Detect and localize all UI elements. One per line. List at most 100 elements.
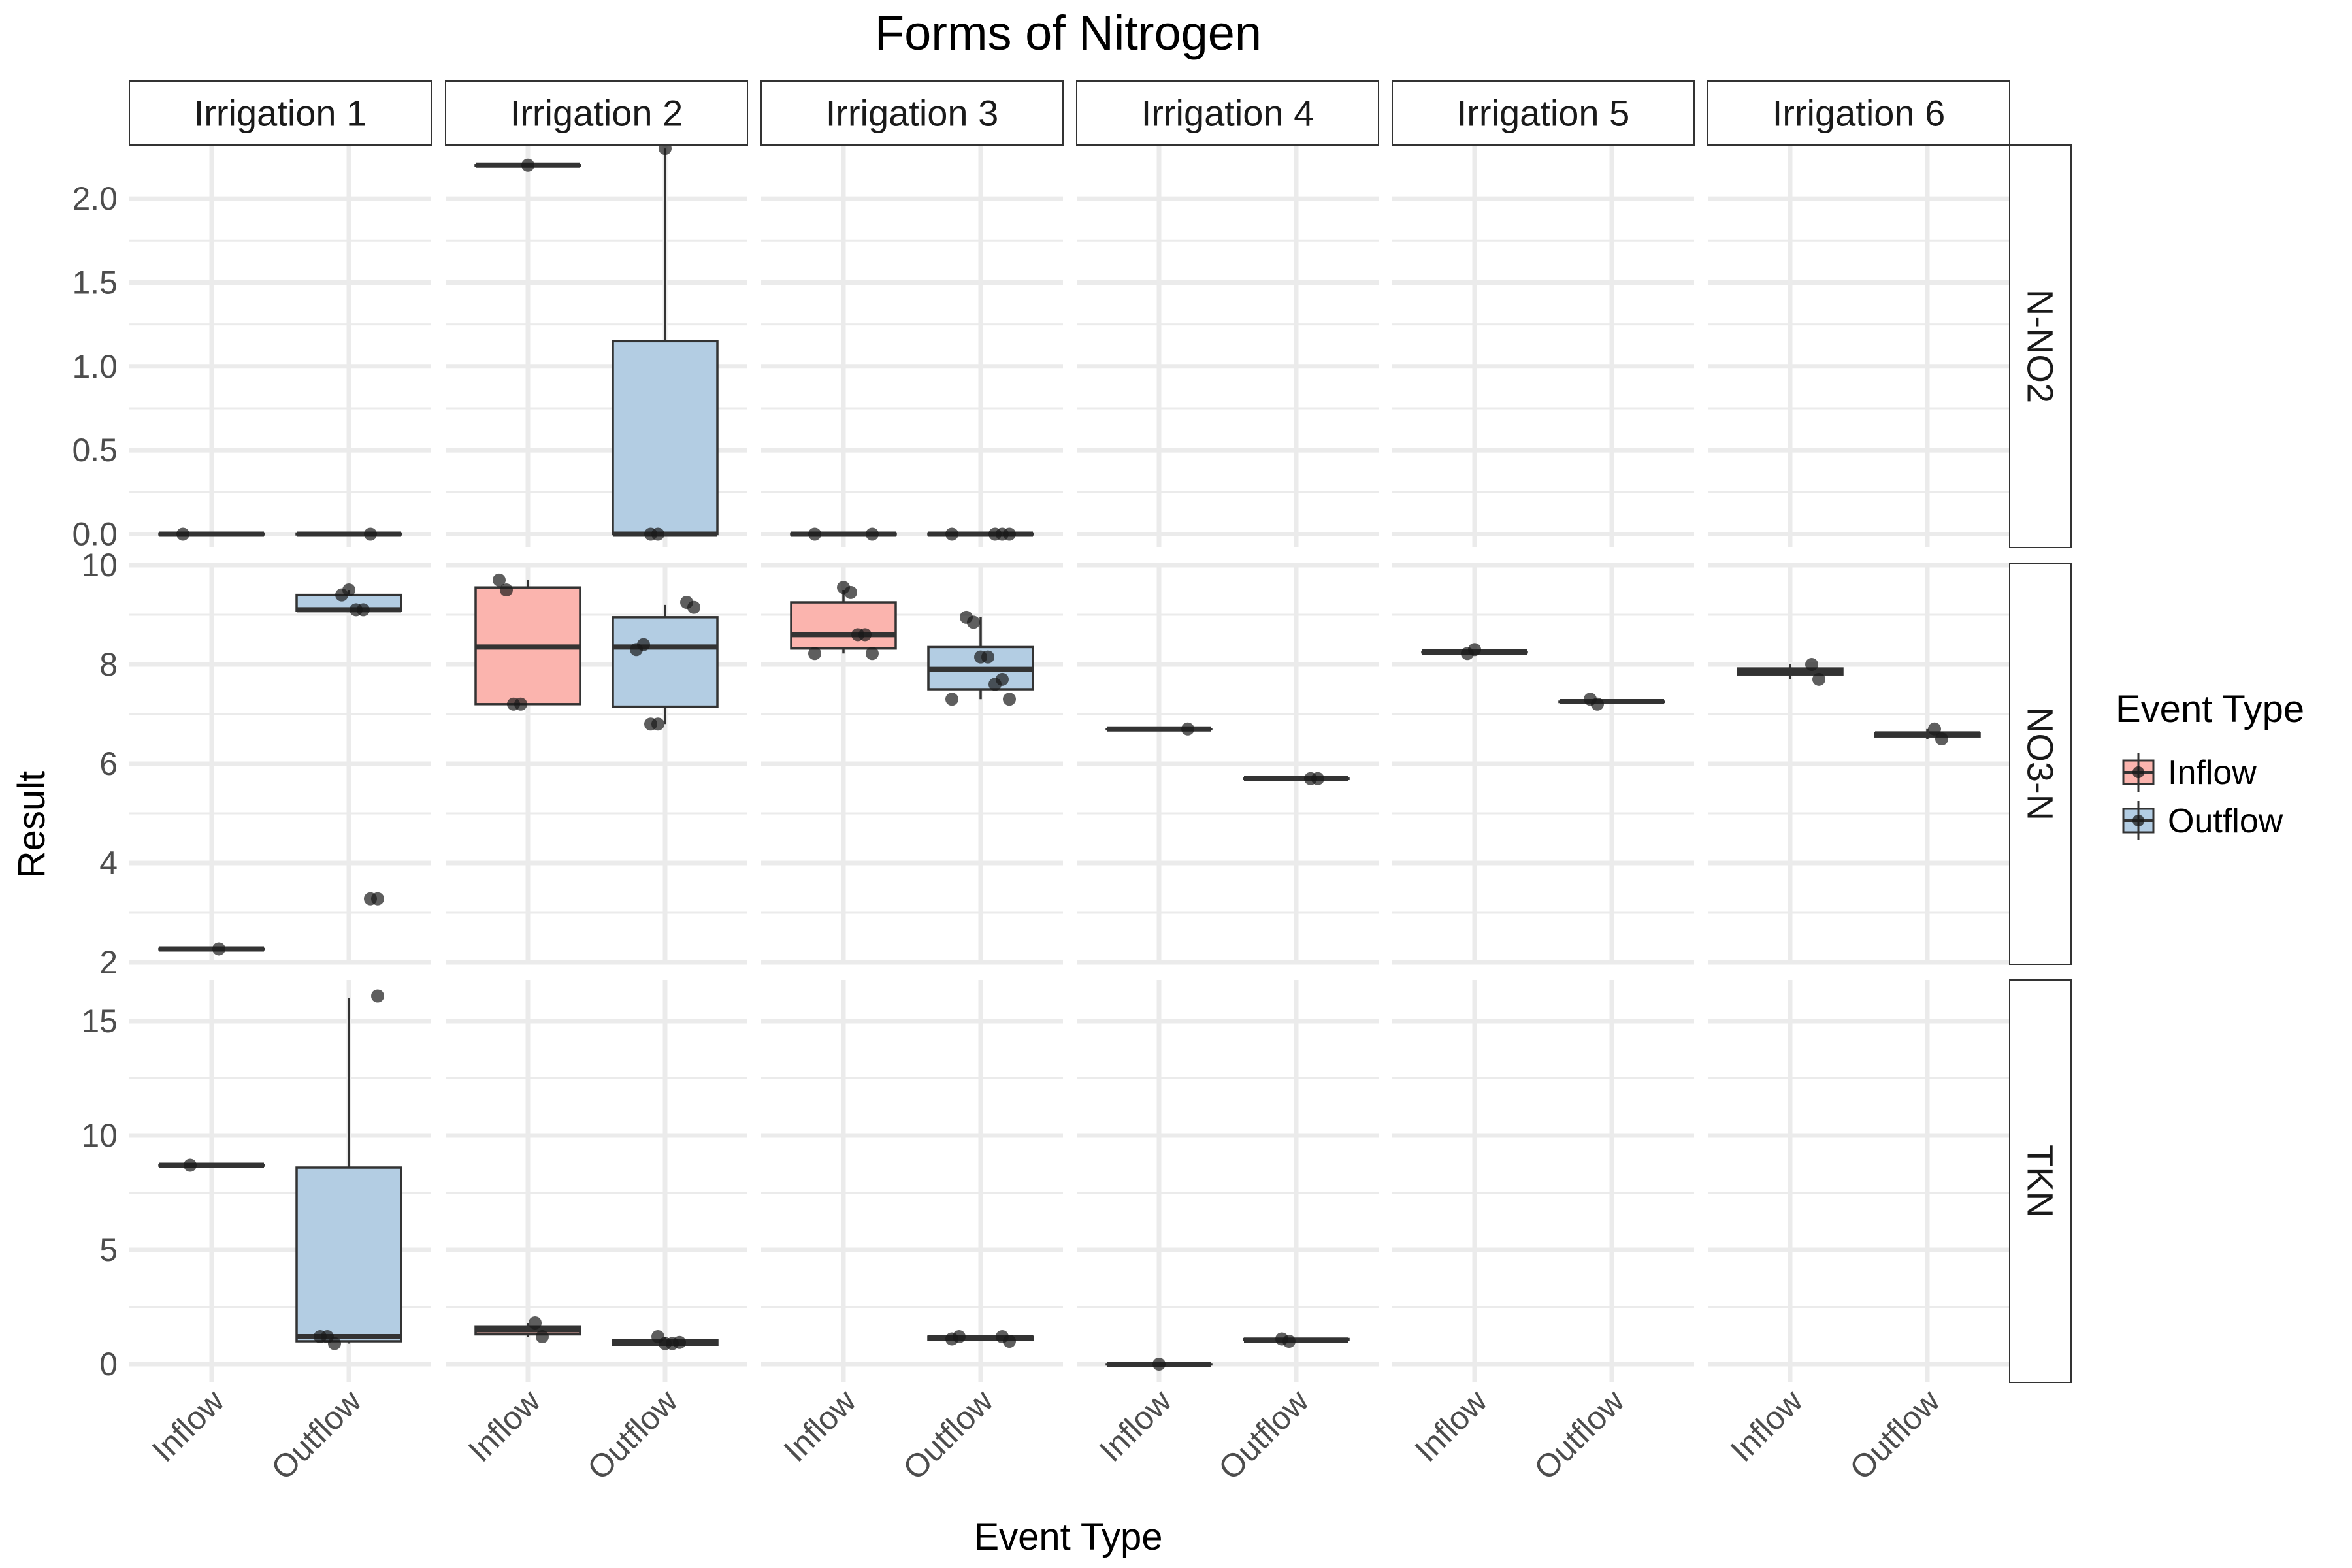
data-point [687,600,700,614]
data-point [651,717,664,731]
data-point [371,892,384,906]
row-strip-label: TKN [2020,1145,2061,1218]
legend-key-point [2132,766,2144,778]
box-outflow [927,527,1034,541]
data-point [1468,643,1481,657]
panel-tkn-col-4 [1077,980,1379,1382]
box-inflow [790,581,897,661]
y-tick-label-tkn: 10 [81,1117,118,1154]
column-strip-irrigation-1: Irrigation 1 [129,80,432,146]
column-strip-box [1707,80,2010,146]
x-tick-label-outflow: Outflow [580,1382,685,1487]
box-body [612,616,719,708]
x-tick-label-inflow: Inflow [461,1382,548,1469]
data-point [1181,722,1194,736]
box-outflow [1558,693,1665,711]
box-outflow [612,142,719,541]
data-point [673,1335,686,1349]
data-point [1003,527,1016,541]
row-strip-label: NO3-N [2020,707,2061,821]
y-tick-label-n-no2: 0.0 [72,515,118,552]
column-strip-box [760,80,1064,146]
data-point [1003,1335,1016,1348]
data-point [536,1330,549,1343]
box-outflow [295,583,402,906]
data-point [212,942,225,956]
data-point [357,603,370,617]
panel-n-no2-col-4 [1077,145,1379,547]
panel-tkn-col-6 [1708,980,2010,1382]
data-point [1003,693,1016,706]
box-inflow [1105,1358,1213,1371]
data-point [176,527,189,541]
panel-tkn-col-3 [761,980,1063,1382]
box-body [790,601,897,650]
row-strip-tkn: TKN [2009,979,2072,1383]
data-point [981,650,994,664]
x-tick-label-inflow: Inflow [145,1382,232,1469]
y-tick-label-no3-n: 4 [99,845,118,881]
data-point [184,1158,197,1172]
data-point [945,693,958,706]
data-point [1928,722,1941,736]
row-strip-box [2009,144,2072,548]
box-outflow [1243,1332,1350,1348]
box-inflow [158,942,265,956]
data-point [945,527,958,541]
row-strip-n-no2: N-NO2 [2009,144,2072,548]
x-tick-label-outflow: Outflow [1211,1382,1316,1487]
data-point [967,615,980,629]
legend-label: Inflow [2168,754,2257,792]
legend-key-point [2132,815,2144,826]
data-point [651,527,664,541]
y-tick-label-n-no2: 1.0 [72,348,118,385]
column-strip-box [1392,80,1695,146]
box-outflow [295,989,402,1350]
data-point [529,1316,542,1330]
box-outflow [612,1330,719,1350]
data-point [521,158,534,172]
data-point [1812,672,1825,686]
y-tick-label-n-no2: 2.0 [72,180,118,217]
x-tick-label-outflow: Outflow [1527,1382,1631,1487]
data-point [866,647,879,661]
data-point [328,1337,341,1350]
row-strip-label: N-NO2 [2020,289,2061,403]
column-strip-label: Irrigation 5 [1457,93,1630,134]
y-tick-label-no3-n: 8 [99,646,118,683]
panel-no3-n-col-1 [129,563,431,965]
data-point [1152,1358,1166,1371]
data-point [858,628,872,642]
legend: Event Type Inflow Outflow [2115,688,2304,840]
y-tick-label-tkn: 5 [99,1232,118,1268]
column-strip-label: Irrigation 3 [826,93,999,134]
box-inflow [790,527,897,541]
x-tick-label-outflow: Outflow [896,1382,1000,1487]
x-tick-label-outflow: Outflow [264,1382,368,1487]
column-strip-irrigation-6: Irrigation 6 [1707,80,2010,146]
data-point [342,583,355,597]
column-strip-label: Irrigation 6 [1772,93,1946,134]
y-tick-label-tkn: 15 [81,1003,118,1039]
data-point [844,585,857,599]
box-outflow [927,1330,1034,1348]
column-strip-label: Irrigation 2 [510,93,683,134]
data-point [1311,772,1324,785]
column-strip-irrigation-2: Irrigation 2 [445,80,748,146]
y-tick-label-no3-n: 10 [81,547,118,583]
data-point [637,638,650,651]
panel-n-no2-col-3 [761,145,1063,547]
row-strip-box [2009,563,2072,965]
y-axis-title: Result [10,771,53,878]
panel-no3-n-col-4 [1077,563,1379,965]
panel-n-no2-col-2 [446,142,747,547]
column-strip-box [1076,80,1379,146]
column-strip-label: Irrigation 4 [1141,93,1315,134]
box-inflow [474,573,581,711]
box-body [295,1166,402,1343]
y-tick-label-tkn: 0 [99,1346,118,1382]
panel-tkn-col-5 [1392,980,1694,1382]
panel-no3-n-col-2 [446,563,747,965]
box-outflow [295,527,402,541]
data-point [808,647,821,661]
